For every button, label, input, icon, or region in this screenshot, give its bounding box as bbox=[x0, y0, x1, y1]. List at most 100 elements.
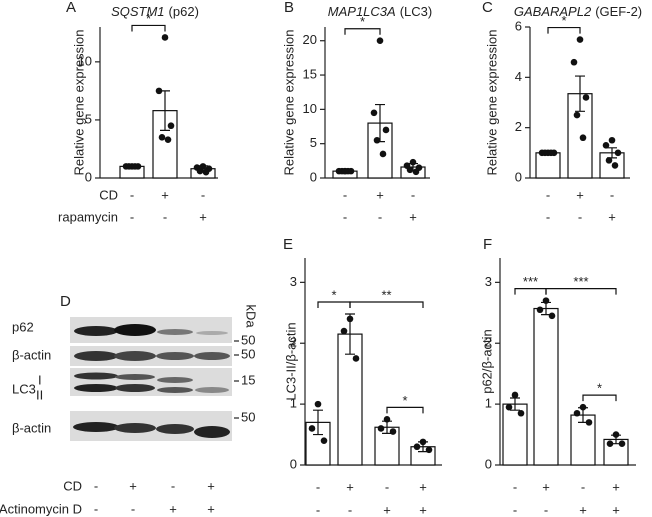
y-tick-label: 3 bbox=[290, 274, 297, 289]
data-point bbox=[614, 149, 622, 157]
condition-sign: - bbox=[581, 479, 585, 494]
sig-bracket bbox=[514, 288, 547, 295]
y-tick-label: 0 bbox=[485, 456, 492, 471]
band bbox=[74, 372, 118, 380]
data-point bbox=[579, 134, 587, 142]
data-point bbox=[425, 446, 433, 454]
data-point bbox=[382, 126, 390, 134]
data-point bbox=[377, 425, 385, 432]
condition-name: CD bbox=[99, 187, 118, 202]
data-point bbox=[419, 438, 427, 446]
marker-label: 50 bbox=[241, 409, 255, 424]
condition-sign: + bbox=[383, 502, 391, 517]
data-point bbox=[125, 163, 133, 170]
condition-sign: - bbox=[94, 478, 98, 493]
band-label: II bbox=[36, 387, 43, 402]
condition-sign: + bbox=[576, 187, 584, 202]
band bbox=[74, 326, 118, 336]
condition-sign: + bbox=[199, 209, 207, 224]
y-tick-label: 3 bbox=[485, 274, 492, 289]
data-point bbox=[340, 327, 348, 335]
data-point bbox=[314, 400, 322, 408]
sig-bracket bbox=[547, 26, 581, 34]
data-point bbox=[379, 150, 387, 158]
data-point bbox=[320, 437, 328, 444]
y-axis-label: Relative gene expression bbox=[281, 30, 296, 176]
condition-sign: + bbox=[419, 502, 427, 517]
data-point bbox=[606, 440, 614, 447]
row-label: p62 bbox=[12, 319, 34, 334]
data-point bbox=[412, 168, 420, 176]
condition-sign: - bbox=[513, 479, 517, 494]
panel-letter: E bbox=[283, 236, 293, 253]
condition-sign: + bbox=[161, 187, 169, 202]
band bbox=[194, 352, 230, 360]
error-bar bbox=[313, 409, 323, 436]
data-point bbox=[573, 111, 581, 119]
condition-sign: - bbox=[343, 187, 347, 202]
data-point bbox=[373, 136, 381, 144]
data-point bbox=[536, 306, 544, 314]
sig-bracket bbox=[545, 288, 617, 295]
condition-sign: - bbox=[513, 502, 517, 517]
gene-name: MAP1LC3A bbox=[328, 4, 396, 19]
data-point bbox=[576, 36, 584, 43]
y-axis-label: p62/β-actin bbox=[479, 329, 494, 394]
data-point bbox=[164, 136, 172, 143]
y-tick-label: 2 bbox=[515, 119, 522, 134]
row-label: β-actin bbox=[12, 420, 51, 435]
band bbox=[74, 384, 118, 392]
y-tick-label: 1 bbox=[290, 396, 297, 411]
sig-bracket bbox=[582, 394, 617, 402]
sig-label: * bbox=[402, 393, 407, 408]
band bbox=[157, 377, 193, 383]
condition-sign: + bbox=[346, 479, 354, 494]
band-label: I bbox=[38, 372, 42, 387]
data-point bbox=[167, 122, 175, 130]
condition-sign: + bbox=[409, 209, 417, 224]
sig-label: *** bbox=[523, 274, 538, 289]
subtitle: (GEF-2) bbox=[595, 4, 642, 19]
condition-sign: + bbox=[542, 479, 550, 494]
condition-sign: + bbox=[207, 501, 215, 516]
y-tick-label: 4 bbox=[515, 69, 522, 84]
chart-title: SQSTM1 (p62) bbox=[111, 4, 199, 19]
sig-label: * bbox=[331, 287, 336, 302]
gene-name: GABARAPL2 bbox=[514, 4, 592, 19]
y-tick-label: 6 bbox=[515, 18, 522, 33]
condition-sign: + bbox=[207, 478, 215, 493]
condition-sign: - bbox=[316, 479, 320, 494]
sig-bracket bbox=[131, 24, 166, 32]
y-tick-label: 0 bbox=[515, 169, 522, 184]
data-point bbox=[341, 167, 349, 175]
data-point bbox=[573, 409, 581, 417]
data-point bbox=[308, 425, 316, 432]
condition-sign: + bbox=[169, 501, 177, 516]
condition-sign: + bbox=[612, 502, 620, 517]
band bbox=[114, 423, 156, 433]
sig-bracket bbox=[344, 28, 381, 35]
condition-sign: - bbox=[94, 501, 98, 516]
band bbox=[74, 351, 118, 361]
data-point bbox=[547, 149, 555, 157]
data-point bbox=[548, 312, 556, 320]
y-tick-label: 5 bbox=[85, 111, 92, 126]
condition-sign: - bbox=[131, 501, 135, 516]
condition-sign: - bbox=[378, 209, 382, 224]
data-point bbox=[413, 443, 421, 451]
y-tick-label: 10 bbox=[78, 53, 92, 68]
band bbox=[156, 352, 194, 360]
condition-name: CD bbox=[63, 478, 82, 493]
condition-sign: + bbox=[129, 478, 137, 493]
y-tick-label: 0 bbox=[85, 169, 92, 184]
panel-letter: A bbox=[66, 0, 76, 16]
condition-name: Actinomycin D bbox=[0, 501, 82, 516]
data-point bbox=[155, 87, 163, 95]
data-point bbox=[383, 416, 391, 423]
band bbox=[114, 351, 156, 361]
data-point bbox=[505, 403, 513, 411]
subtitle: (p62) bbox=[169, 4, 199, 19]
y-tick-label: 20 bbox=[303, 32, 317, 47]
bar bbox=[502, 403, 528, 466]
